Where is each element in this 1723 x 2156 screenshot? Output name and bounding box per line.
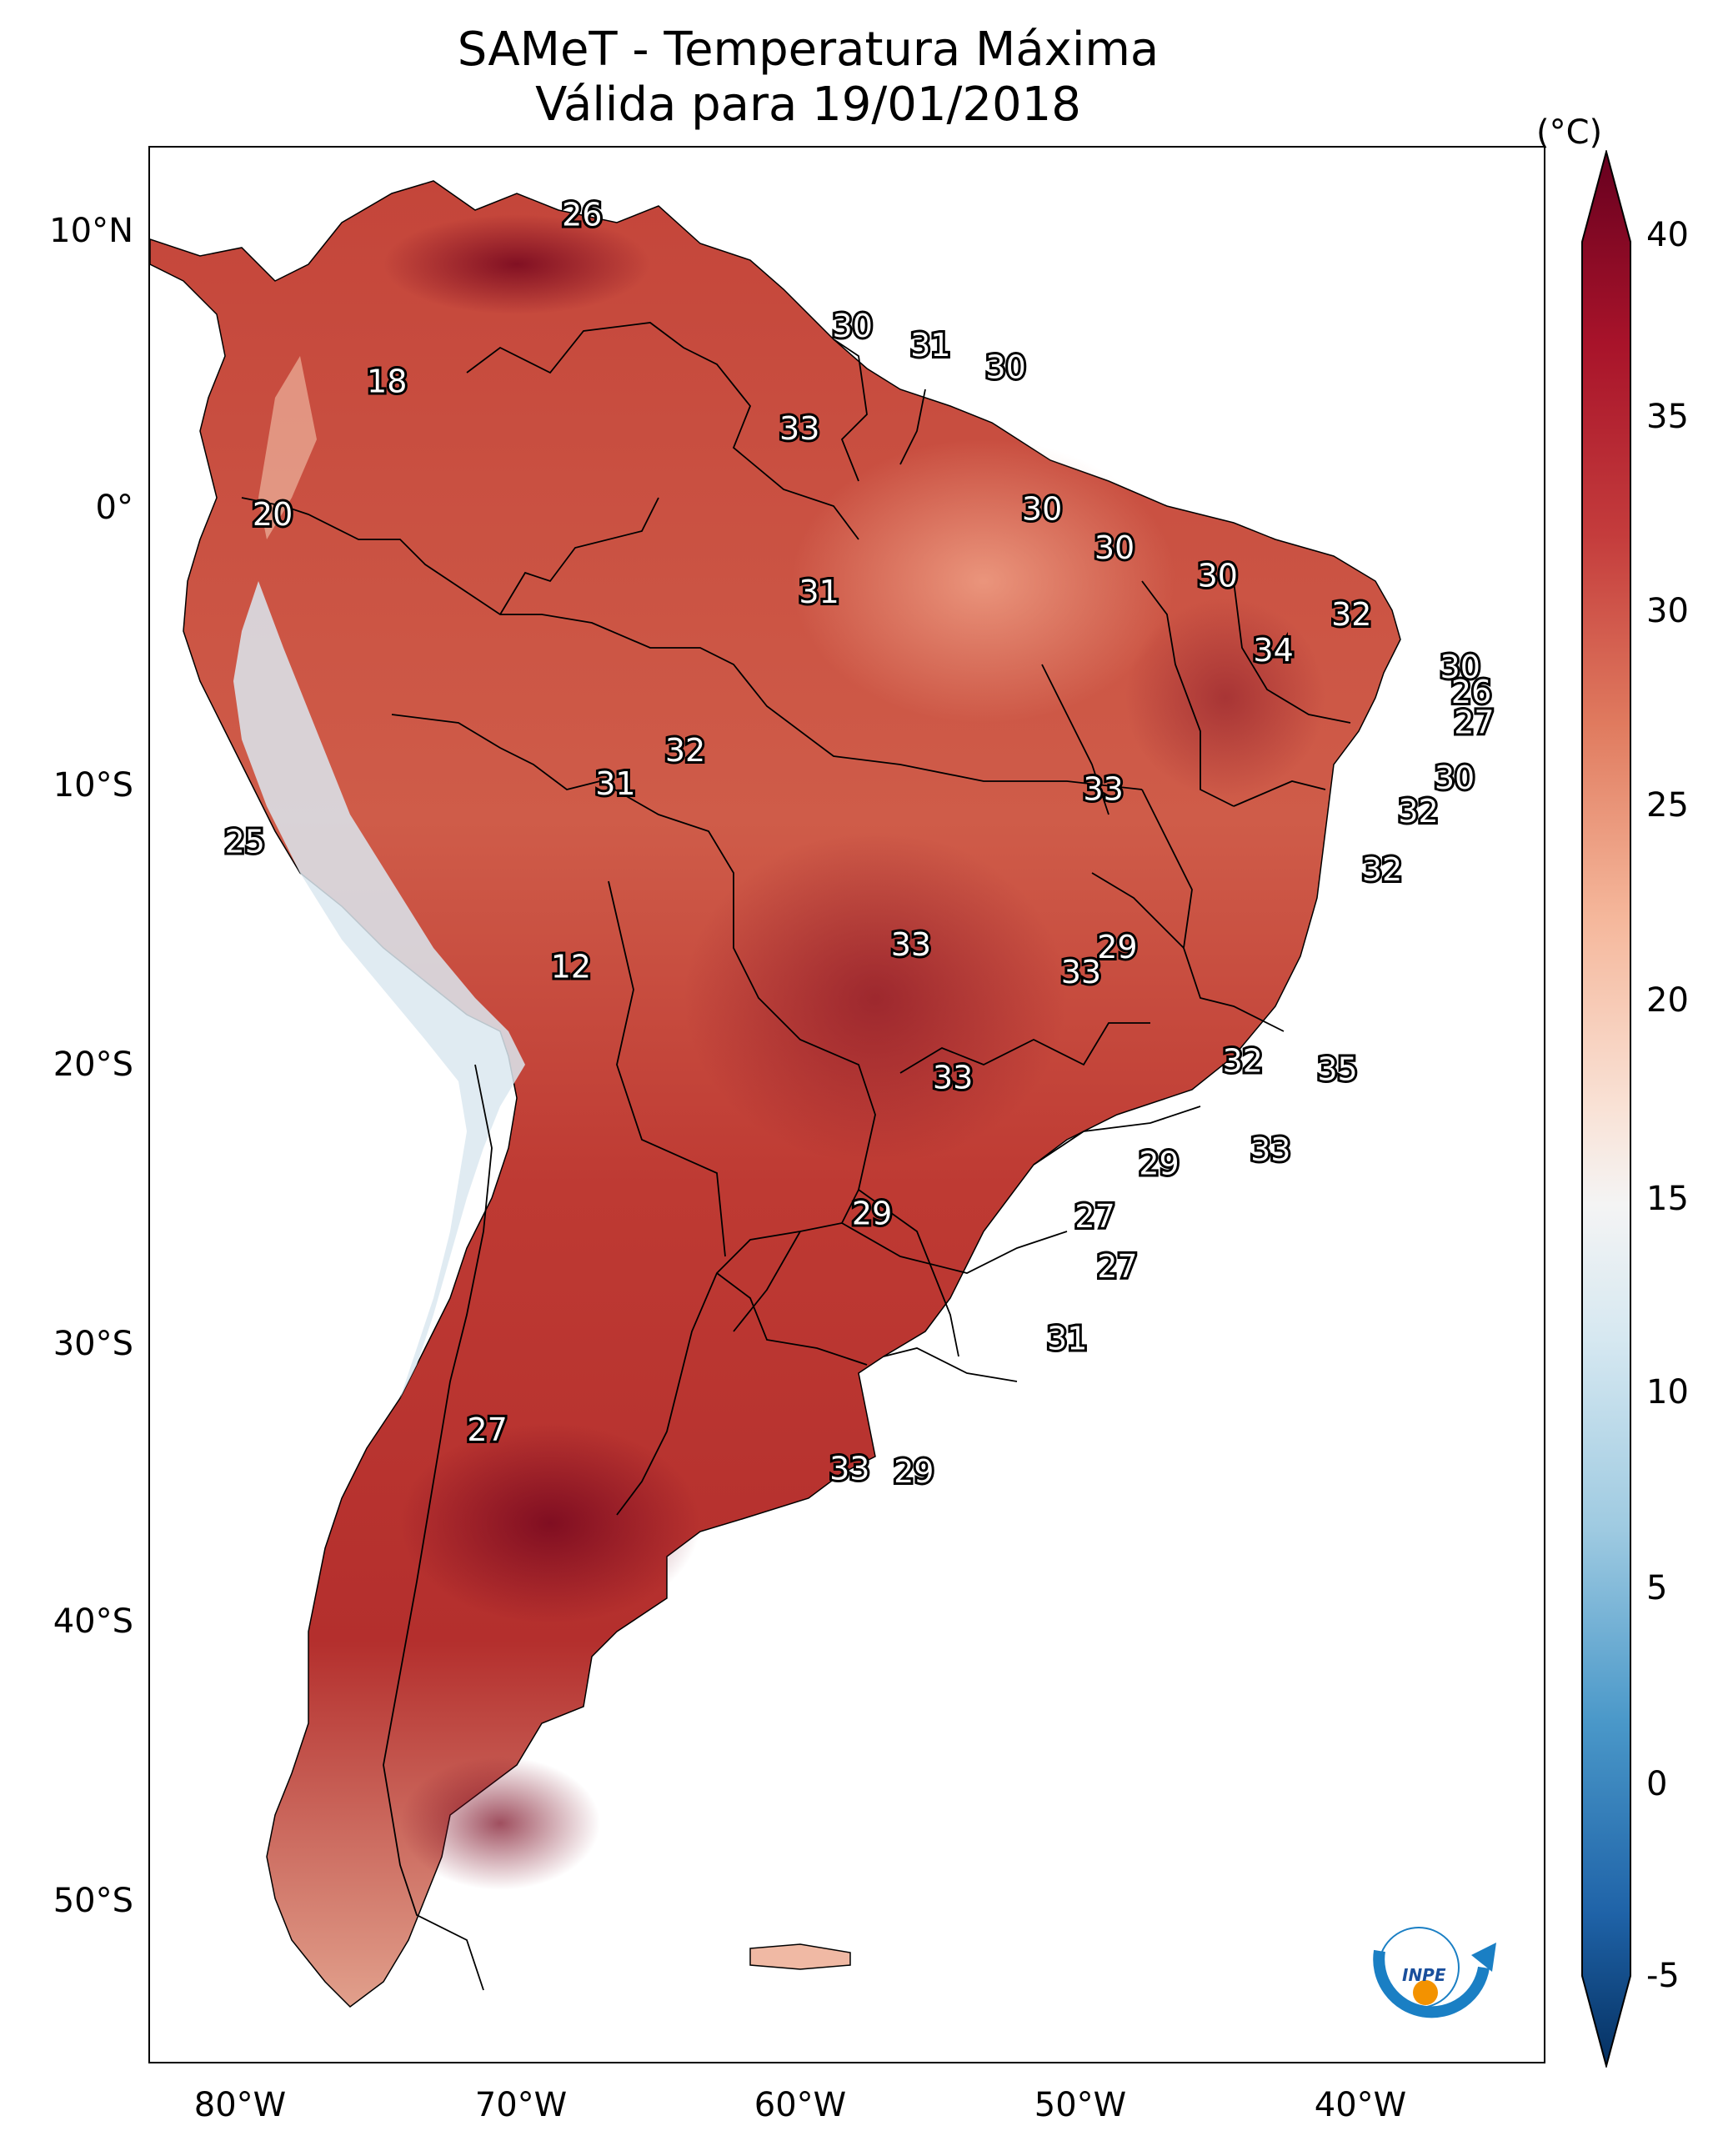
contour-label-1: 18 (367, 363, 407, 399)
inpe-logo: INPE (1373, 1927, 1496, 2018)
chart-title: SAMeT - Temperatura Máxima (457, 23, 1160, 77)
contour-label-18: 33 (1083, 771, 1123, 808)
contour-label-4: 30 (985, 349, 1025, 386)
contour-label-23: 33 (891, 926, 931, 963)
contour-label-8: 30 (1094, 529, 1134, 566)
contour-label-21: 25 (225, 824, 265, 860)
contour-label-32: 29 (852, 1196, 892, 1232)
andes-warm-band (258, 356, 317, 539)
contour-label-26: 12 (551, 949, 591, 985)
colorbar-tick-25: 25 (1646, 786, 1689, 825)
country-borders (241, 322, 1351, 1991)
contour-label-29: 33 (933, 1060, 973, 1096)
contour-label-3: 31 (910, 327, 950, 364)
lat-label-40s: 40°S (53, 1602, 133, 1641)
contour-label-7: 30 (1022, 490, 1062, 527)
contour-label-11: 32 (1331, 596, 1371, 633)
contour-label-2: 30 (833, 308, 873, 344)
lat-label-20s: 20°S (53, 1045, 133, 1084)
contour-label-37: 33 (829, 1451, 869, 1487)
lon-label-40w: 40°W (1314, 2086, 1407, 2124)
lon-label-80w: 80°W (193, 2086, 287, 2124)
contour-label-22: 32 (1362, 851, 1402, 888)
falklands (749, 1943, 851, 1970)
lat-label-30s: 30°S (53, 1325, 133, 1363)
contour-label-33: 27 (1074, 1198, 1114, 1235)
lat-label-50s: 50°S (53, 1882, 133, 1920)
lat-label-10n: 10°N (49, 212, 133, 250)
inpe-logo-text: INPE (1402, 1965, 1446, 1985)
contour-label-17: 31 (595, 765, 635, 802)
contour-label-10: 31 (799, 574, 839, 610)
contour-label-13: 30 (1440, 649, 1480, 685)
lat-label-0: 0° (95, 489, 133, 527)
cool-spot-amazon (792, 439, 1175, 723)
colorbar-tick-10: 10 (1646, 1373, 1689, 1411)
contour-label-27: 32 (1223, 1043, 1263, 1080)
lon-label-60w: 60°W (754, 2086, 847, 2124)
colorbar-tick-0: 0 (1646, 1765, 1668, 1803)
hot-spot-northeast-brazil (1125, 598, 1325, 798)
colorbar-unit: (°C) (1536, 113, 1603, 152)
contour-label-25: 33 (1061, 954, 1101, 990)
contour-label-28: 35 (1317, 1051, 1357, 1088)
lat-label-10s: 10°S (53, 766, 133, 805)
contour-label-38: 29 (894, 1453, 934, 1490)
contour-label-9: 30 (1198, 557, 1238, 594)
hot-spot-venezuela (383, 214, 650, 314)
hot-spot-central-brazil (684, 831, 1067, 1165)
contour-label-20: 32 (1398, 793, 1438, 830)
contour-label-36: 27 (467, 1411, 507, 1448)
contour-label-14: 26 (1451, 674, 1491, 710)
contour-label-16: 32 (665, 732, 705, 769)
contour-label-34: 27 (1097, 1248, 1137, 1285)
chart-subtitle: Válida para 19/01/2018 (535, 78, 1081, 132)
contour-label-35: 31 (1047, 1320, 1087, 1356)
colorbar-tick-35: 35 (1646, 398, 1689, 436)
colorbar-tick-15: 15 (1646, 1180, 1689, 1218)
colorbar-tick-20: 20 (1646, 981, 1689, 1020)
contour-label-5: 33 (779, 410, 819, 447)
colorbar (1581, 150, 1631, 2068)
andes-cool-band (233, 581, 525, 1398)
colorbar-tick-40: 40 (1646, 216, 1689, 254)
contour-label-12: 34 (1253, 632, 1293, 669)
contour-label-15: 27 (1454, 704, 1494, 741)
colorbar-tick-minus5: -5 (1646, 1957, 1680, 1995)
contour-label-30: 33 (1250, 1131, 1290, 1168)
contour-label-0: 26 (562, 197, 602, 233)
lon-label-70w: 70°W (474, 2086, 568, 2124)
contour-label-31: 29 (1139, 1146, 1179, 1182)
contour-label-19: 30 (1435, 760, 1475, 796)
colorbar-body (1581, 150, 1631, 2068)
hot-spot-patagonia (400, 1757, 600, 1890)
hot-spot-argentina (400, 1423, 700, 1623)
colorbar-tick-30: 30 (1646, 592, 1689, 630)
contour-label-6: 20 (253, 496, 293, 533)
lon-label-50w: 50°W (1034, 2086, 1127, 2124)
colorbar-tick-5: 5 (1646, 1569, 1668, 1607)
contour-label-24: 29 (1097, 929, 1137, 965)
map-frame: 26 18 30 31 30 33 20 30 30 30 31 32 34 30 26 27 32 31 33 30… (148, 146, 1545, 2063)
